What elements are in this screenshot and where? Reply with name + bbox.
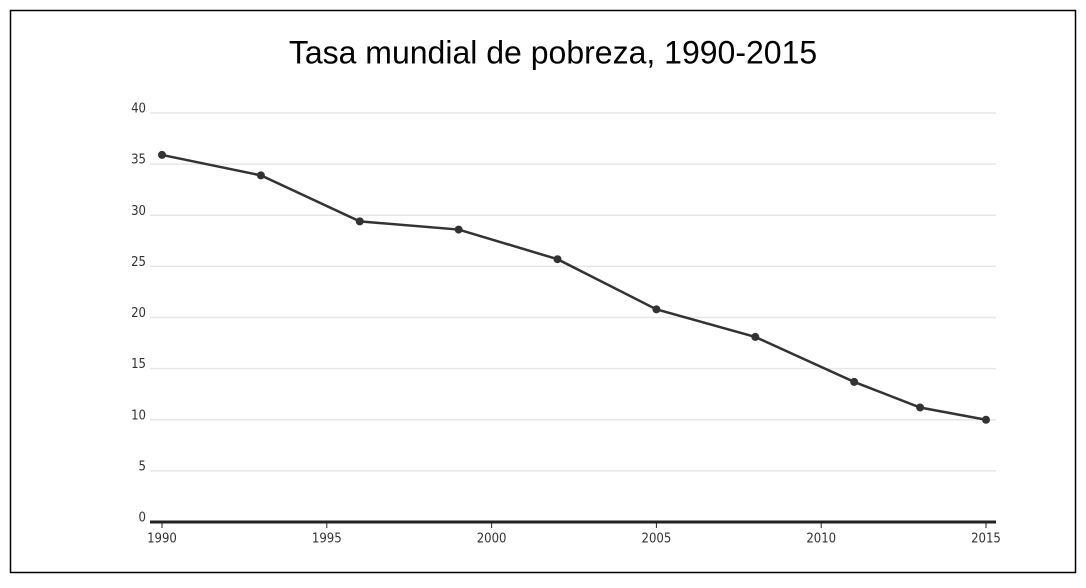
point [355,217,364,226]
x-tick-label: 1995 [312,532,342,547]
y-tick-label: 0 [139,511,146,526]
line [161,153,987,421]
point [850,377,859,386]
x-tick-label: 1990 [147,532,177,547]
y-tick-label: 15 [131,357,146,372]
point [652,305,661,314]
y-tick-label: 40 [131,102,146,117]
x-tick-label: 2010 [806,532,836,547]
point [553,255,562,264]
y-tick-label: 5 [139,459,146,474]
x-tick-label: 2015 [971,532,1001,547]
chart-title: Tasa mundial de pobreza, 1990-2015 [289,34,817,70]
y-tick-label: 10 [131,408,146,423]
frame [9,9,1077,574]
y-tick-label: 35 [131,153,146,168]
point [916,403,925,412]
y-tick-label: 30 [131,204,146,219]
y-tick-label: 25 [131,255,146,270]
point [158,150,166,159]
point [982,415,990,424]
y-tick-label: 20 [131,306,146,321]
x-tick-label: 2005 [642,532,672,547]
point [454,225,463,234]
x-tick-label: 2000 [477,532,507,547]
point [751,332,760,341]
point [256,171,265,180]
